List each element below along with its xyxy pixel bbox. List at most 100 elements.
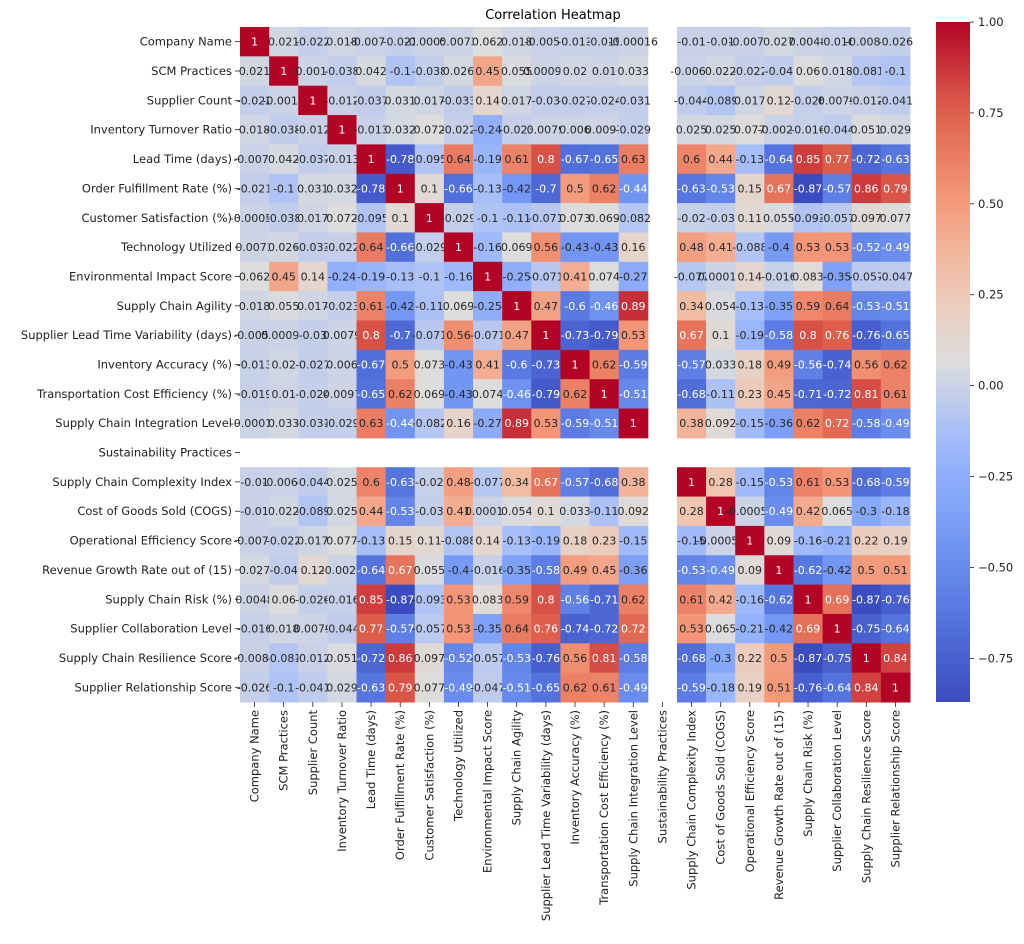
cell-value-label: -0.071 (470, 329, 505, 342)
cell-value-label: 0.64 (504, 623, 529, 636)
cell-value-label: -0.66 (444, 182, 472, 195)
cell-value-label: 0.092 (705, 417, 737, 430)
heatmap-cell (443, 496, 474, 527)
heatmap-cell (793, 144, 824, 175)
cell-value-label: 0.029 (880, 124, 912, 137)
cell-value-label: -0.19 (532, 535, 560, 548)
cell-value-label: 0.00096 (261, 329, 307, 342)
cell-value-label: 0.12 (767, 94, 792, 107)
heatmap-cell (735, 672, 765, 703)
heatmap-cell (414, 203, 445, 233)
heatmap-cell (414, 144, 445, 175)
cell-value-label: -0.65 (357, 388, 385, 401)
cell-value-label: -0.19 (736, 329, 764, 342)
heatmap-cell (735, 643, 765, 674)
heatmap-cell (327, 613, 358, 644)
heatmap-cell (240, 261, 270, 292)
heatmap-cell (822, 232, 853, 263)
heatmap-cell (560, 232, 591, 263)
cell-value-label: -0.1 (885, 65, 906, 78)
heatmap-cell (735, 27, 765, 57)
heatmap-cell (531, 613, 561, 644)
cell-value-label: -0.46 (590, 300, 618, 313)
cell-value-label: 0.62 (592, 359, 617, 372)
heatmap-cell (385, 203, 416, 233)
x-tick-label: Supply Chain Agility (510, 710, 524, 826)
heatmap-cell (822, 555, 853, 586)
heatmap-cell (822, 672, 853, 703)
cell-value-label: -0.023 (324, 300, 359, 313)
cell-value-label: 0.45 (767, 388, 792, 401)
heatmap-cell (793, 643, 824, 674)
heatmap-cell (560, 379, 591, 410)
heatmap-cell (560, 27, 591, 57)
heatmap-cell (676, 291, 707, 321)
cell-value-label: 0.02 (563, 65, 588, 78)
heatmap-cell (385, 115, 416, 145)
cell-value-label: -0.49 (881, 241, 909, 254)
heatmap-cell (706, 232, 736, 263)
heatmap-cell (589, 56, 620, 87)
cell-value-label: -0.071 (528, 270, 563, 283)
heatmap-cell (443, 555, 474, 586)
heatmap-cell (793, 496, 824, 527)
cell-value-label: -0.62 (794, 564, 822, 577)
heatmap-cell (851, 643, 882, 674)
heatmap-cell (443, 525, 474, 556)
heatmap-cell (880, 496, 911, 527)
cell-value-label: 0.033 (559, 505, 591, 518)
cell-value-label: -0.023 (499, 124, 534, 137)
cell-value-label: 0.017 (414, 94, 446, 107)
heatmap-cell (385, 672, 416, 703)
heatmap-cell (676, 408, 707, 439)
heatmap-cell (531, 232, 561, 263)
cell-value-label: 0.72 (825, 417, 850, 430)
cell-value-label: -0.041 (878, 94, 913, 107)
heatmap-cell (327, 496, 358, 527)
heatmap-cell (473, 173, 503, 204)
cell-value-label: -0.093 (412, 593, 447, 606)
cell-value-label: -0.082 (616, 212, 651, 225)
cell-value-label: 0.0073 (235, 241, 274, 254)
heatmap-cell (502, 349, 532, 380)
cell-value-label: -0.65 (532, 681, 560, 694)
x-tick-label: Supply Chain Resilience Score (859, 710, 873, 883)
heatmap-cell (473, 613, 503, 644)
heatmap-cell (473, 232, 503, 263)
heatmap-cell (473, 85, 503, 116)
heatmap-cell (793, 584, 824, 615)
heatmap-cell (735, 115, 765, 145)
cell-value-label: -0.1 (477, 212, 498, 225)
colorbar-tick-label: −0.25 (978, 470, 1013, 484)
heatmap-cell (356, 115, 387, 145)
heatmap-cell (240, 291, 270, 321)
heatmap-cell (706, 291, 736, 321)
cell-value-label: -0.089 (295, 505, 330, 518)
heatmap-cell (589, 555, 620, 586)
cell-value-label: -0.87 (386, 593, 414, 606)
cell-value-label: 0.0097 (585, 124, 624, 137)
cell-value-label: 0.8 (537, 593, 555, 606)
heatmap-cell (414, 349, 445, 380)
heatmap-cell (764, 56, 794, 87)
cell-value-label: -0.024 (295, 388, 330, 401)
cell-value-label: 1 (746, 535, 753, 548)
cell-value-label: 0.64 (359, 241, 384, 254)
cell-value-label: -0.038 (266, 212, 301, 225)
cell-value-label: 0.062 (472, 36, 504, 49)
cell-value-label: -0.041 (295, 681, 330, 694)
cell-value-label: -0.44 (619, 182, 647, 195)
cell-value-label: -0.019 (586, 36, 621, 49)
cell-value-label: -0.071 (412, 329, 447, 342)
heatmap-cell (560, 203, 591, 233)
heatmap-cell (298, 291, 328, 321)
cell-value-label: -0.51 (590, 417, 618, 430)
heatmap-cell (414, 525, 445, 556)
heatmap-cell (531, 467, 561, 498)
heatmap-cell (356, 27, 387, 57)
heatmap-cell (793, 467, 824, 498)
cell-value-label: -0.022 (237, 94, 272, 107)
heatmap-cell (880, 261, 911, 292)
heatmap-cell (356, 349, 387, 380)
heatmap-cell (851, 467, 882, 498)
